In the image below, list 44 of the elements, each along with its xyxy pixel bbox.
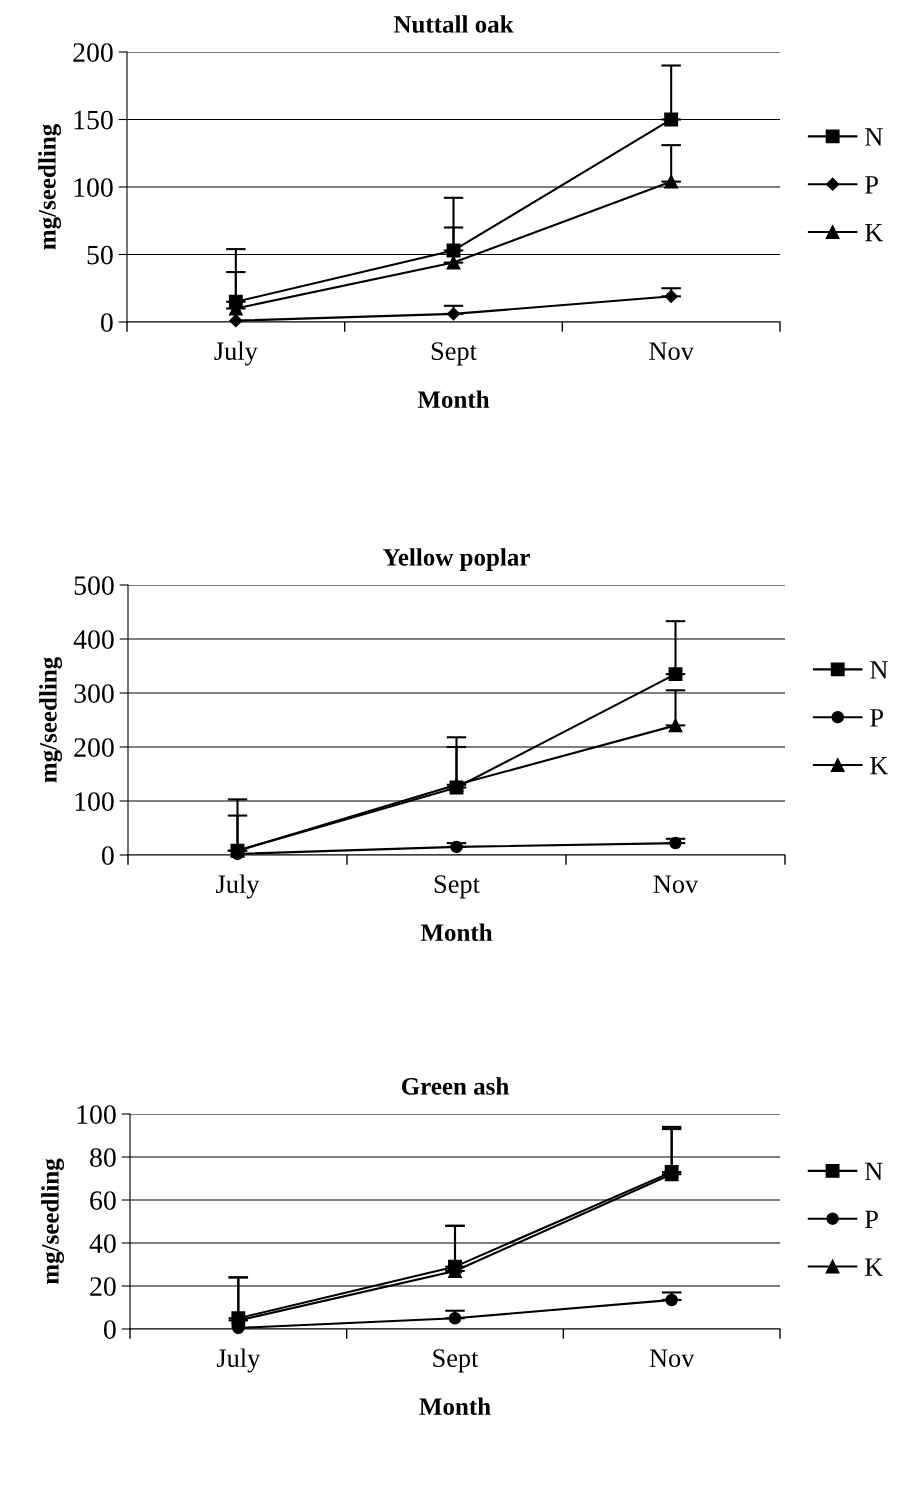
y-tick-label: 50 xyxy=(87,245,113,265)
y-tick-label: 300 xyxy=(74,684,114,703)
chart-title: Green ash xyxy=(401,1077,509,1095)
y-axis-title: mg/seedling xyxy=(38,124,62,250)
legend-label: K xyxy=(865,1258,884,1276)
y-tick-label: 0 xyxy=(103,1320,116,1339)
x-tick-label: Sept xyxy=(433,1349,479,1373)
y-tick-label: 0 xyxy=(100,313,113,332)
y-axis-title: mg/seedling xyxy=(41,1158,65,1285)
y-tick-label: 60 xyxy=(90,1191,116,1210)
y-tick-label: 20 xyxy=(90,1277,116,1296)
y-tick-label: 200 xyxy=(73,43,113,62)
legend-label: P xyxy=(865,176,878,194)
legend-label: N xyxy=(870,661,888,679)
x-tick-label: July xyxy=(214,341,258,366)
y-axis-title: mg/seedling xyxy=(39,657,63,783)
legend-label: N xyxy=(865,1162,883,1181)
legend-label: N xyxy=(865,128,883,146)
x-axis-title: Month xyxy=(419,1397,491,1416)
legend-label: K xyxy=(865,223,884,242)
y-tick-label: 150 xyxy=(74,110,113,130)
legend-label: P xyxy=(870,709,884,727)
x-tick-label: Nov xyxy=(649,1349,695,1368)
legend-label: K xyxy=(870,756,889,775)
chart-title: Nuttall oak xyxy=(393,15,514,33)
y-tick-label: 100 xyxy=(74,178,113,197)
y-tick-label: 80 xyxy=(90,1148,116,1167)
x-tick-label: Sept xyxy=(431,342,477,366)
y-tick-label: 100 xyxy=(77,1105,116,1124)
x-axis-title: Month xyxy=(420,923,493,942)
y-tick-label: 100 xyxy=(75,792,114,811)
y-tick-label: 400 xyxy=(73,630,114,649)
y-tick-label: 40 xyxy=(89,1234,116,1253)
y-tick-label: 200 xyxy=(74,738,114,757)
legend-label: P xyxy=(865,1210,878,1228)
x-tick-label: July xyxy=(216,874,260,899)
x-axis-title: Month xyxy=(417,390,490,409)
x-tick-label: Nov xyxy=(653,875,699,894)
x-tick-label: July xyxy=(216,1348,261,1373)
x-tick-label: Nov xyxy=(649,342,694,361)
x-tick-label: Sept xyxy=(434,875,480,899)
chart-title: Yellow poplar xyxy=(382,548,530,571)
y-tick-label: 0 xyxy=(101,846,114,865)
y-tick-label: 500 xyxy=(74,576,114,595)
